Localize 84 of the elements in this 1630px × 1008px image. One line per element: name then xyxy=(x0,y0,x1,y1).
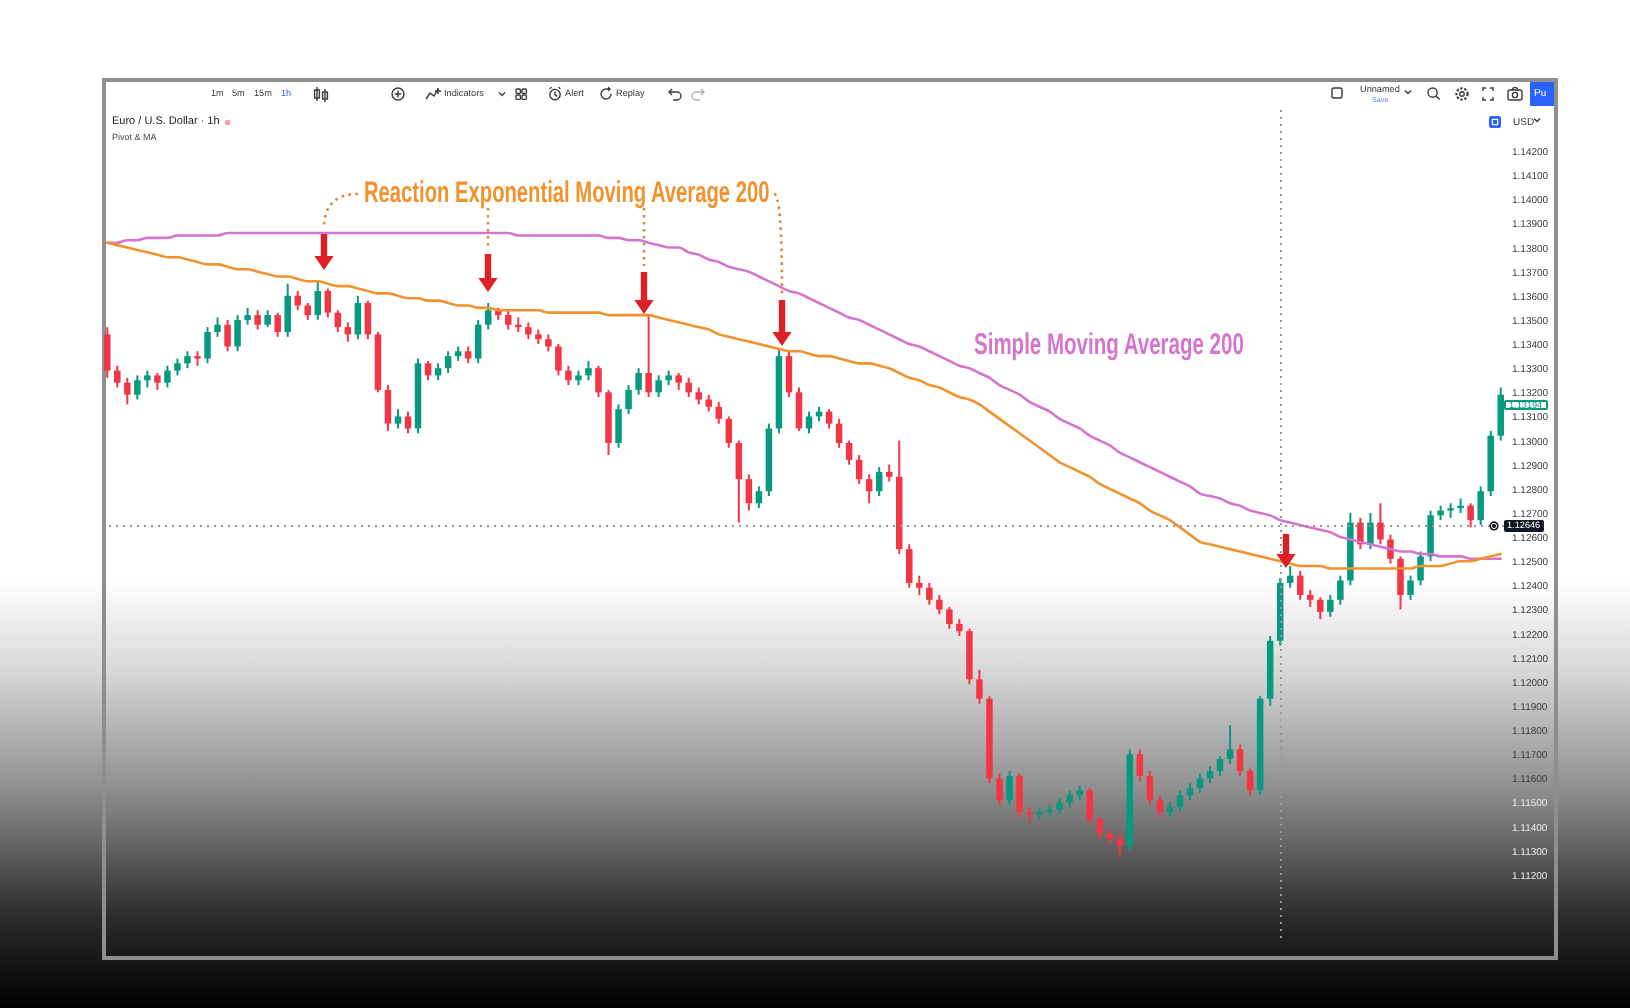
candlestick xyxy=(1176,789,1184,814)
candlestick xyxy=(224,318,231,353)
candlestick xyxy=(785,350,793,399)
candlestick xyxy=(134,374,141,401)
candlestick xyxy=(124,376,131,406)
candlestick xyxy=(625,384,632,416)
candlestick xyxy=(1006,770,1013,806)
candlestick xyxy=(1216,755,1224,777)
candlestick xyxy=(314,280,322,321)
candlestick xyxy=(585,359,592,382)
candlestick xyxy=(214,316,221,338)
candlestick xyxy=(835,417,843,449)
candlestick xyxy=(685,376,692,399)
text: Reaction Exponential Moving Average 200 xyxy=(364,173,770,210)
candlestick xyxy=(1327,593,1334,618)
candlestick xyxy=(1407,574,1414,601)
candlestick xyxy=(875,466,883,498)
candlestick xyxy=(204,326,211,365)
candlestick xyxy=(1427,509,1434,563)
candlestick xyxy=(324,287,332,319)
candlestick xyxy=(635,367,642,396)
candlestick xyxy=(1016,772,1023,818)
candlestick xyxy=(505,309,512,331)
candlestick xyxy=(1136,748,1144,782)
candlestick xyxy=(294,289,301,312)
candlestick xyxy=(1367,511,1374,551)
candlestick xyxy=(1377,502,1384,546)
candlestick xyxy=(645,314,652,399)
candlestick xyxy=(805,410,813,435)
candlestick xyxy=(1477,485,1484,526)
candlestick xyxy=(845,439,853,466)
candlestick xyxy=(1226,724,1234,765)
candlestick xyxy=(976,668,983,705)
candlestick xyxy=(615,403,622,449)
candlestick xyxy=(946,606,953,630)
candlestick xyxy=(424,359,432,382)
candlestick xyxy=(444,350,452,374)
candlestick xyxy=(354,294,362,341)
candlestick xyxy=(825,408,833,430)
candlestick xyxy=(916,574,923,596)
candlestick xyxy=(364,299,372,341)
candlestick xyxy=(164,364,171,389)
candlestick xyxy=(745,473,753,512)
candlestick xyxy=(926,581,933,606)
candlestick xyxy=(274,311,281,338)
candlestick xyxy=(404,410,412,435)
candlestick xyxy=(1337,574,1344,606)
candlestick xyxy=(1196,772,1204,794)
series-label: Simple Moving Average 200 xyxy=(974,325,1244,361)
candlestick xyxy=(595,364,602,399)
candlestick xyxy=(565,364,572,387)
candlestick xyxy=(1467,502,1474,529)
candlestick xyxy=(234,314,241,353)
candlestick xyxy=(1236,743,1244,777)
candlestick xyxy=(555,343,562,377)
candlestick xyxy=(394,408,402,430)
candlestick xyxy=(1387,533,1394,565)
candlestick xyxy=(484,302,492,331)
candlestick xyxy=(1156,794,1164,818)
candlestick xyxy=(1317,596,1324,621)
candlestick xyxy=(284,282,291,338)
candlestick xyxy=(906,543,913,589)
candlestick xyxy=(855,454,863,485)
candlestick xyxy=(655,374,662,399)
candlestick xyxy=(735,439,743,524)
candlestick xyxy=(725,415,733,449)
candlestick xyxy=(936,593,943,616)
candlestick xyxy=(755,485,763,510)
candlestick xyxy=(795,386,803,432)
candlestick xyxy=(1397,555,1404,611)
candlestick xyxy=(104,326,111,379)
candlestick xyxy=(1086,786,1093,826)
candlestick xyxy=(1417,550,1424,587)
candlestick xyxy=(384,384,392,432)
candlestick xyxy=(715,400,723,425)
candlestick xyxy=(1096,815,1103,840)
candlestick xyxy=(474,318,482,365)
candlestick xyxy=(996,772,1003,806)
candlestick xyxy=(254,309,261,331)
candlestick xyxy=(865,473,873,505)
candlestick xyxy=(1146,770,1154,806)
candlestick xyxy=(1296,569,1304,601)
candlestick xyxy=(1246,767,1254,797)
candlestick xyxy=(114,364,121,389)
